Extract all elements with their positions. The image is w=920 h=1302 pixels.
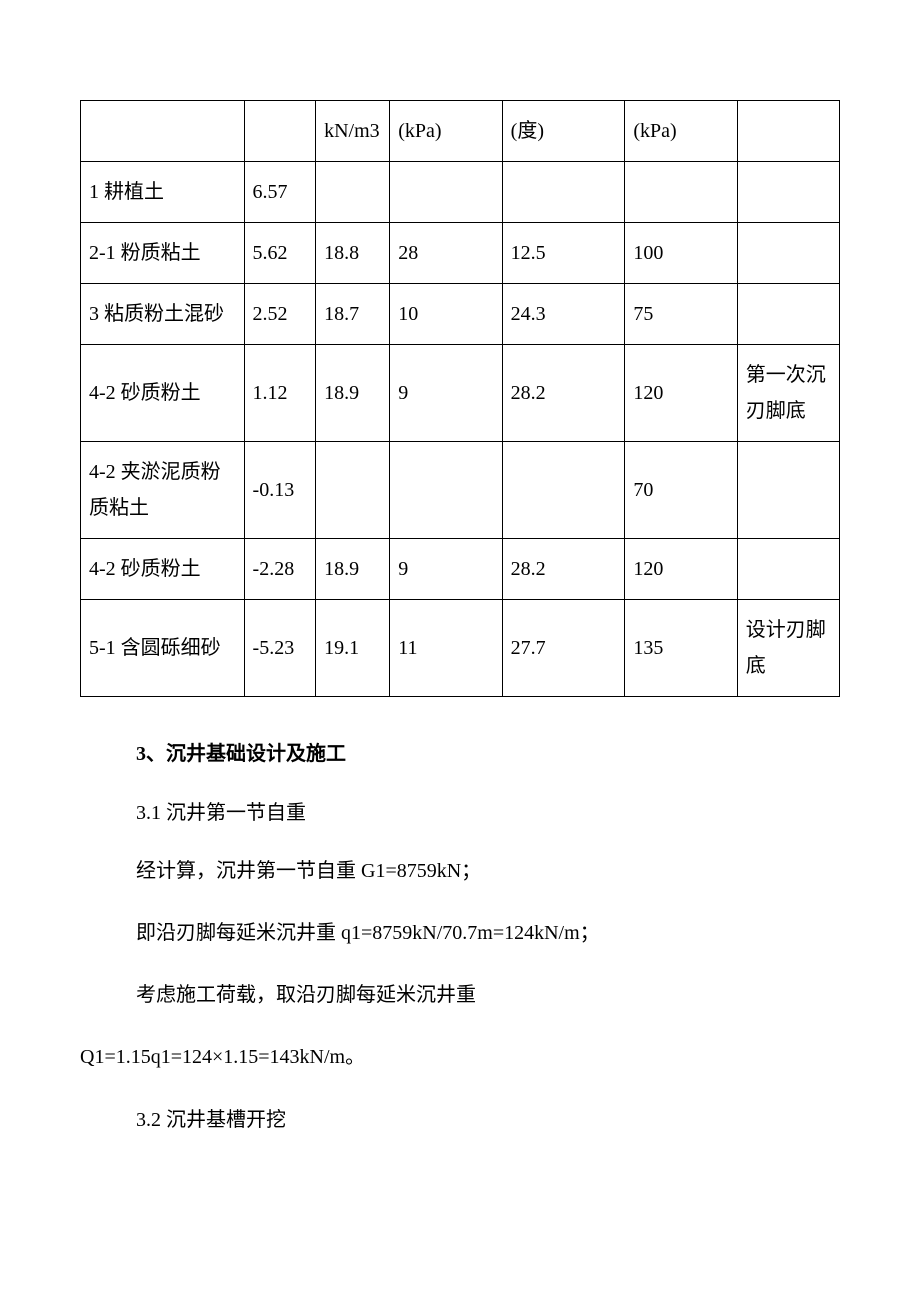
- cell-value: [316, 442, 390, 539]
- cell-value: 18.7: [316, 284, 390, 345]
- cell-note: 第一次沉刃脚底: [737, 345, 839, 442]
- cell-value: [390, 162, 502, 223]
- paragraph-q1-load-a: 考虑施工荷载，取沿刃脚每延米沉井重: [80, 979, 840, 1011]
- cell-layer: 2-1 粉质粘土: [81, 223, 245, 284]
- cell-value: 28.2: [502, 345, 625, 442]
- cell-note: 设计刃脚底: [737, 600, 839, 697]
- cell-value: 2.52: [244, 284, 316, 345]
- cell-value: 10: [390, 284, 502, 345]
- cell-value: 70: [625, 442, 737, 539]
- table-row: 5-1 含圆砾细砂 -5.23 19.1 11 27.7 135 设计刃脚底: [81, 600, 840, 697]
- cell-layer: 4-2 砂质粉土: [81, 345, 245, 442]
- section-3-1-heading: 3.1 沉井第一节自重: [80, 796, 840, 825]
- cell-value: [502, 442, 625, 539]
- table-header-row: kN/m3 (kPa) (度) (kPa): [81, 101, 840, 162]
- cell-value: 18.8: [316, 223, 390, 284]
- header-cell: (度): [502, 101, 625, 162]
- cell-value: 120: [625, 539, 737, 600]
- cell-value: 5.62: [244, 223, 316, 284]
- header-cell: [244, 101, 316, 162]
- header-cell: (kPa): [390, 101, 502, 162]
- cell-note: [737, 284, 839, 345]
- cell-value: 28.2: [502, 539, 625, 600]
- cell-note: [737, 223, 839, 284]
- table-row: 4-2 夹淤泥质粉质粘土 -0.13 70: [81, 442, 840, 539]
- paragraph-q1-load-b: Q1=1.15q1=124×1.15=143kN/m。: [80, 1041, 840, 1073]
- paragraph-g1: 经计算，沉井第一节自重 G1=8759kN；: [80, 855, 840, 887]
- section-3-2-heading: 3.2 沉井基槽开挖: [80, 1103, 840, 1132]
- cell-value: 28: [390, 223, 502, 284]
- cell-value: 27.7: [502, 600, 625, 697]
- header-cell: kN/m3: [316, 101, 390, 162]
- cell-value: 75: [625, 284, 737, 345]
- cell-value: -5.23: [244, 600, 316, 697]
- cell-value: 12.5: [502, 223, 625, 284]
- cell-value: -2.28: [244, 539, 316, 600]
- cell-value: 9: [390, 345, 502, 442]
- header-cell: (kPa): [625, 101, 737, 162]
- cell-value: 100: [625, 223, 737, 284]
- cell-value: 18.9: [316, 345, 390, 442]
- section-3-heading: 3、沉井基础设计及施工: [80, 737, 840, 766]
- cell-value: [316, 162, 390, 223]
- table-row: 2-1 粉质粘土 5.62 18.8 28 12.5 100: [81, 223, 840, 284]
- table-row: 4-2 砂质粉土 1.12 18.9 9 28.2 120 第一次沉刃脚底: [81, 345, 840, 442]
- cell-note: [737, 162, 839, 223]
- header-cell: [81, 101, 245, 162]
- table-row: 3 粘质粉土混砂 2.52 18.7 10 24.3 75: [81, 284, 840, 345]
- cell-layer: 4-2 砂质粉土: [81, 539, 245, 600]
- cell-value: [502, 162, 625, 223]
- cell-value: 120: [625, 345, 737, 442]
- soil-layer-table: kN/m3 (kPa) (度) (kPa) 1 耕植土 6.57 2-1 粉质粘…: [80, 100, 840, 697]
- cell-layer: 1 耕植土: [81, 162, 245, 223]
- cell-value: [390, 442, 502, 539]
- header-cell: [737, 101, 839, 162]
- cell-value: 9: [390, 539, 502, 600]
- cell-layer: 4-2 夹淤泥质粉质粘土: [81, 442, 245, 539]
- cell-note: [737, 539, 839, 600]
- table-row: 1 耕植土 6.57: [81, 162, 840, 223]
- cell-value: 19.1: [316, 600, 390, 697]
- cell-value: -0.13: [244, 442, 316, 539]
- cell-value: 11: [390, 600, 502, 697]
- table-row: 4-2 砂质粉土 -2.28 18.9 9 28.2 120: [81, 539, 840, 600]
- cell-layer: 3 粘质粉土混砂: [81, 284, 245, 345]
- cell-value: 6.57: [244, 162, 316, 223]
- cell-value: 18.9: [316, 539, 390, 600]
- cell-value: 1.12: [244, 345, 316, 442]
- cell-note: [737, 442, 839, 539]
- cell-value: 135: [625, 600, 737, 697]
- cell-value: 24.3: [502, 284, 625, 345]
- cell-layer: 5-1 含圆砾细砂: [81, 600, 245, 697]
- paragraph-q1: 即沿刃脚每延米沉井重 q1=8759kN/70.7m=124kN/m；: [80, 917, 840, 949]
- cell-value: [625, 162, 737, 223]
